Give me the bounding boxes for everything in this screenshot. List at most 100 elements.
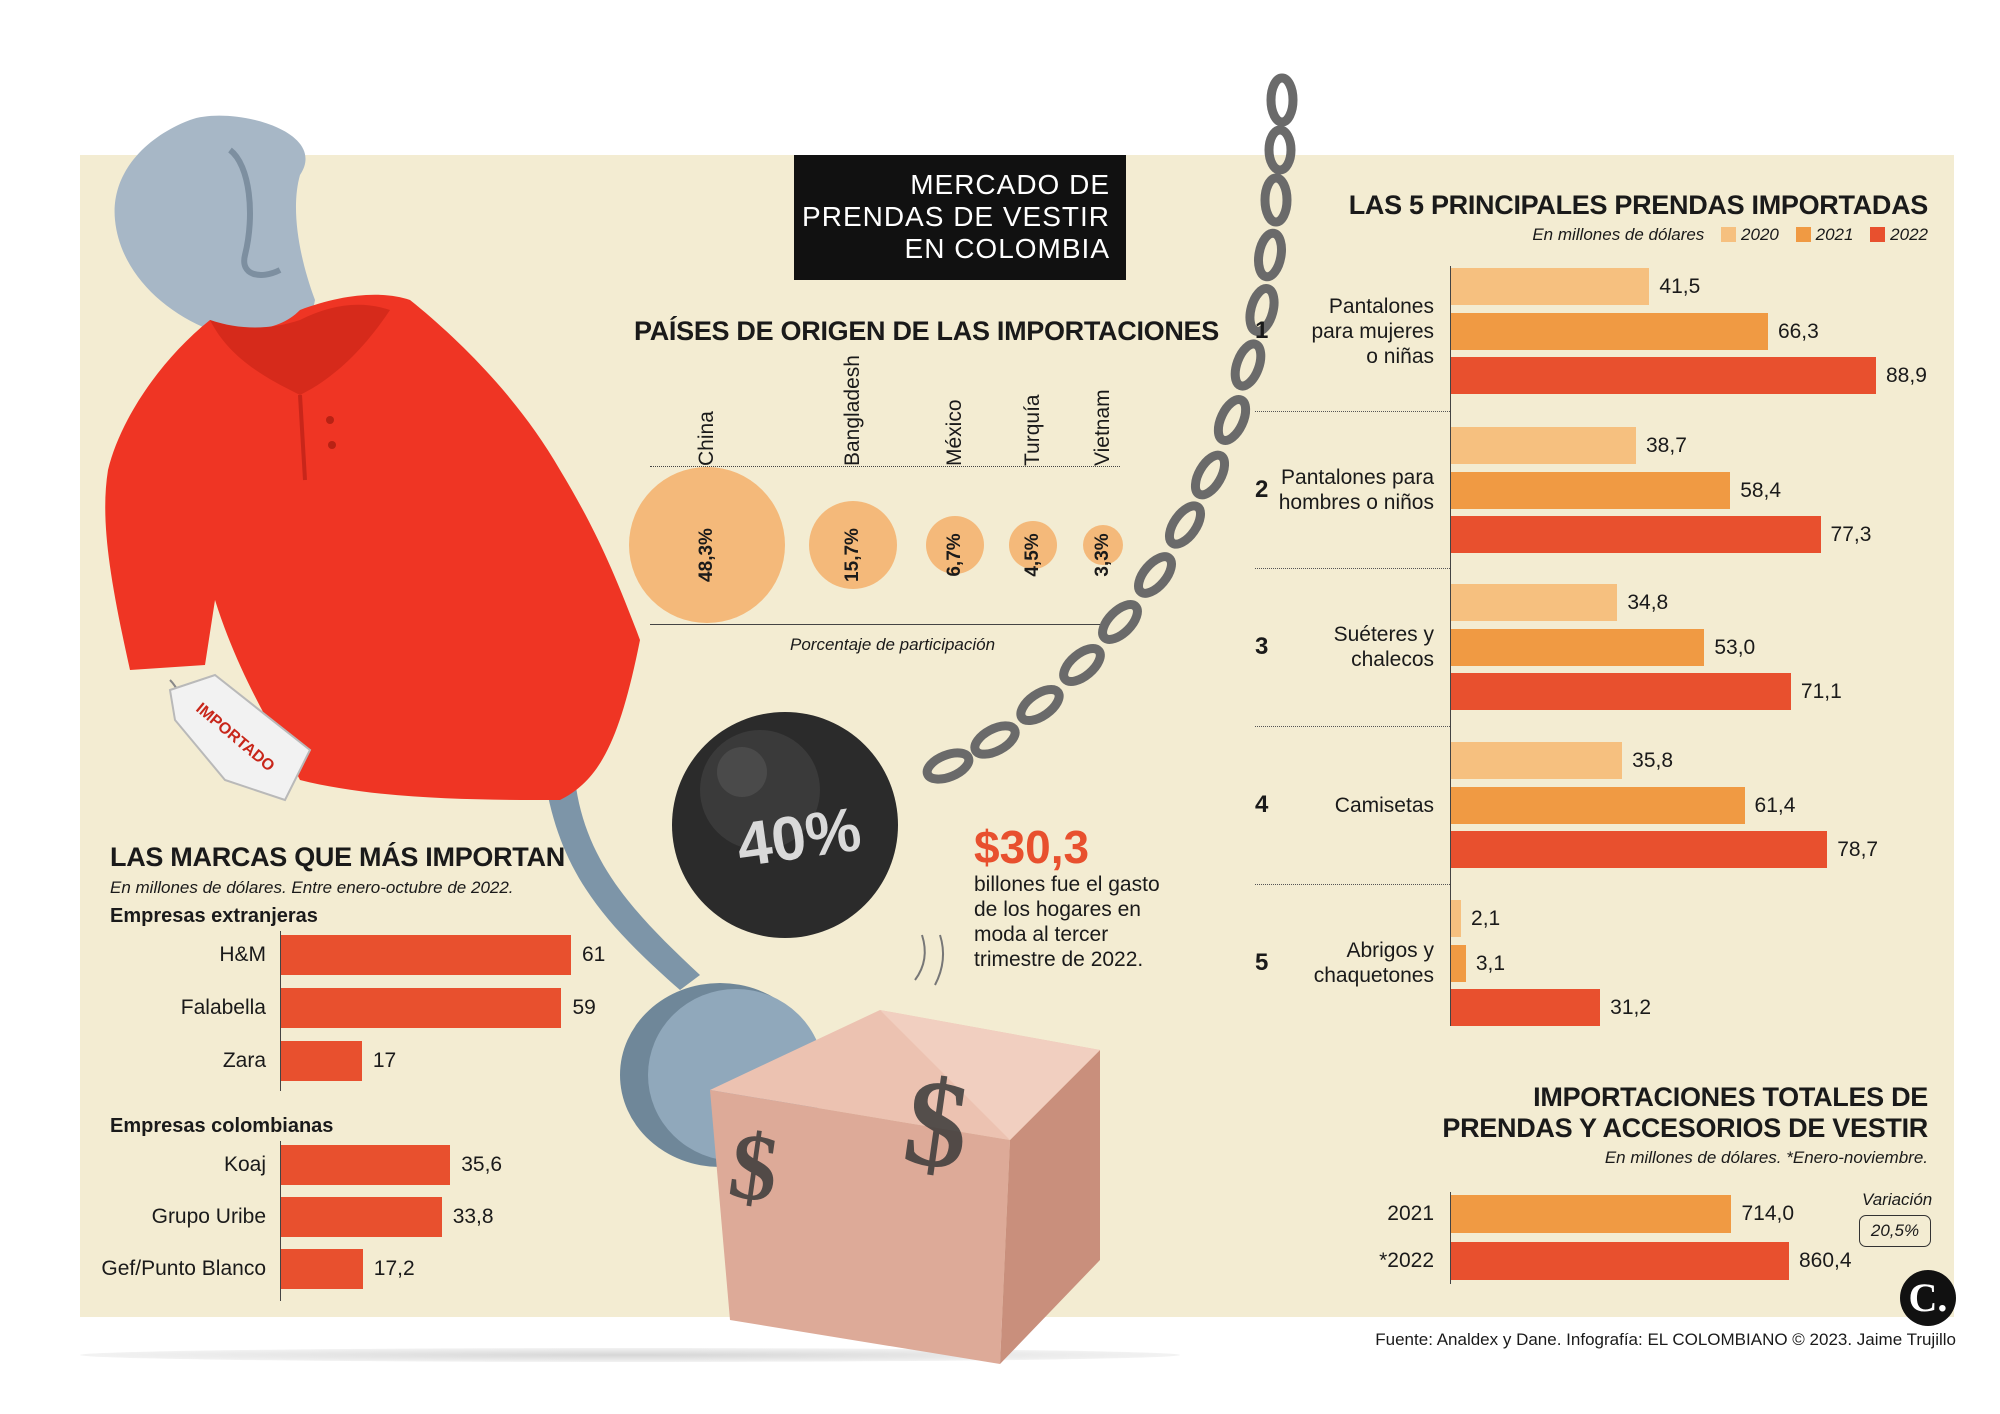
garment-bar-2021	[1451, 944, 1466, 982]
garment-value-label: 35,8	[1632, 749, 1674, 772]
bubble-value-label: 3,3%	[1092, 533, 1113, 577]
garment-category-label: Suéteres y	[1333, 623, 1434, 646]
countries-xlabel: Porcentaje de participación	[790, 635, 996, 654]
garment-value-label: 34,8	[1627, 591, 1669, 614]
totals-bar	[1451, 1195, 1732, 1233]
highlight-line4: trimestre de 2022.	[974, 948, 1144, 971]
garment-value-label: 41,5	[1659, 275, 1701, 298]
main-title-line2: PRENDAS DE VESTIR	[802, 201, 1110, 232]
garments-separator	[1255, 411, 1450, 412]
highlight-line2: de los hogares en	[974, 898, 1141, 921]
brand-value-label: 33,8	[452, 1205, 494, 1228]
legend-swatch-2022	[1870, 227, 1886, 242]
bubble-value-label: 48,3%	[696, 528, 717, 582]
source-text: Fuente: Analdex y Dane. Infografía: EL C…	[1375, 1330, 1956, 1349]
bubble-country-label: Turquía	[1021, 394, 1044, 466]
garments-subtitle: En millones de dólares	[1532, 225, 1705, 244]
impact-lines	[914, 934, 945, 986]
bubble-bottom-rule	[650, 624, 1100, 625]
garment-value-label: 31,2	[1610, 996, 1652, 1019]
garments-separator	[1255, 884, 1450, 885]
main-title: MERCADO DE PRENDAS DE VESTIR EN COLOMBIA	[794, 155, 1126, 280]
garment-bar-2021	[1451, 628, 1705, 666]
ball-percent-text: 40%	[733, 795, 865, 881]
garment-rank: 3	[1255, 633, 1269, 660]
highlight-value: $30,3	[974, 821, 1090, 873]
garments-separator	[1255, 568, 1450, 569]
brands-chart-subtitle: En millones de dólares. Entre enero-octu…	[110, 878, 514, 897]
garment-bar-2021	[1451, 312, 1768, 350]
chain-icon	[922, 73, 1298, 784]
totals-value-label: 860,4	[1799, 1249, 1852, 1272]
garment-bar-2022	[1451, 357, 1876, 394]
garments-axis-line	[1450, 266, 1451, 1026]
main-title-line1: MERCADO DE	[910, 169, 1110, 200]
totals-chart-subtitle: En millones de dólares. *Enero-noviembre…	[1604, 1148, 1928, 1167]
garment-value-label: 2,1	[1471, 907, 1501, 930]
legend-label-2020: 2020	[1741, 225, 1779, 244]
brand-value-label: 61	[582, 943, 606, 966]
brand-category-label: H&M	[219, 943, 266, 966]
variation-badge: 20,5%	[1859, 1215, 1931, 1247]
el-colombiano-logo: C.	[1900, 1270, 1956, 1326]
mannequin-shirt-icon	[105, 294, 641, 800]
brand-bar	[281, 935, 571, 975]
bubble-méxico	[925, 515, 985, 575]
legend-swatch-2021	[1795, 227, 1811, 242]
garment-category-label: Camisetas	[1334, 793, 1434, 817]
garment-value-label: 78,7	[1837, 838, 1879, 861]
totals-axis-line	[1450, 1192, 1451, 1284]
highlight-line1: billones fue el gasto	[974, 873, 1160, 896]
brand-value-label: 35,6	[461, 1153, 503, 1176]
garment-value-label: 71,1	[1800, 680, 1842, 703]
floor-shadow	[80, 1348, 1180, 1362]
mannequin-head	[114, 115, 315, 370]
garment-category-label: o niñas	[1366, 344, 1434, 368]
bubble-country-label: México	[943, 399, 966, 466]
garments-separator	[1255, 726, 1450, 727]
bubble-value-label: 15,7%	[842, 528, 863, 582]
brand-bar	[281, 1041, 362, 1081]
main-title-line3: EN COLOMBIA	[904, 233, 1110, 264]
variation-label: Variación	[1862, 1190, 1933, 1209]
variation-value: 20,5%	[1870, 1221, 1920, 1240]
garment-bar-2021	[1451, 471, 1731, 509]
garment-category-label: Pantalones para	[1281, 466, 1434, 489]
bubble-country-label: China	[695, 411, 718, 466]
garment-rank: 5	[1255, 949, 1269, 976]
garment-rank: 2	[1255, 476, 1269, 503]
garment-bar-2022	[1451, 516, 1821, 553]
legend-label-2021: 2021	[1815, 225, 1854, 244]
brand-category-label: Grupo Uribe	[151, 1205, 266, 1228]
garment-value-label: 38,7	[1646, 434, 1687, 457]
totals-category-label: 2021	[1387, 1202, 1434, 1225]
garment-bar-2020	[1451, 742, 1623, 779]
bubble-turquía	[1009, 521, 1057, 569]
brand-bar	[281, 988, 562, 1028]
legend-swatch-2020	[1721, 227, 1737, 242]
garment-bar-2022	[1451, 989, 1601, 1026]
garment-rank: 1	[1255, 317, 1269, 344]
garment-value-label: 58,4	[1740, 478, 1782, 502]
brand-bar	[281, 1145, 451, 1185]
garment-bar-2020	[1451, 427, 1636, 464]
garment-value-label: 88,9	[1886, 364, 1927, 387]
bubble-bangladesh	[808, 500, 898, 590]
garment-rank: 4	[1255, 791, 1269, 818]
brands-chart-title: LAS MARCAS QUE MÁS IMPORTAN	[110, 842, 565, 872]
brands-axis-line	[280, 931, 281, 1091]
brand-bar	[281, 1249, 363, 1289]
brand-category-label: Zara	[222, 1049, 266, 1072]
bubble-china	[629, 467, 785, 623]
brand-category-label: Koaj	[223, 1153, 266, 1176]
garment-bar-2022	[1451, 673, 1791, 710]
totals-chart-title-line2: PRENDAS Y ACCESORIOS DE VESTIR	[1442, 1113, 1928, 1143]
brand-category-label: Falabella	[180, 996, 266, 1019]
garment-value-label: 53,0	[1714, 635, 1756, 659]
price-tag-icon	[168, 673, 312, 802]
garment-bar-2020	[1451, 584, 1618, 621]
brand-bar	[281, 1197, 442, 1237]
garment-category-label: hombres o niños	[1278, 491, 1434, 514]
garments-legend: En millones de dólares 2020 2021 2022	[1532, 225, 1928, 245]
